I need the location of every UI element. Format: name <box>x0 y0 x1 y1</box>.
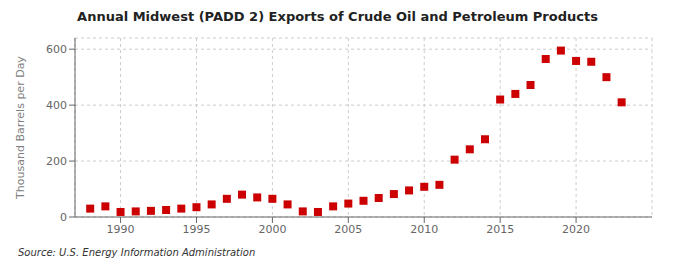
svg-text:0: 0 <box>60 211 67 224</box>
svg-text:600: 600 <box>46 43 67 56</box>
svg-text:2005: 2005 <box>334 223 362 236</box>
svg-text:2020: 2020 <box>562 223 590 236</box>
svg-text:Thousand Barrels per Day: Thousand Barrels per Day <box>14 56 27 200</box>
svg-text:2000: 2000 <box>258 223 286 236</box>
html-text:Source: U.S. Energy Informatio: Source: U.S. Energy Information Administ… <box>18 247 256 258</box>
svg-text:1995: 1995 <box>182 223 210 236</box>
svg-text:1990: 1990 <box>107 223 135 236</box>
svg-text:400: 400 <box>46 99 67 112</box>
svg-text:2015: 2015 <box>486 223 514 236</box>
svg-text:200: 200 <box>46 155 67 168</box>
html-text:Annual Midwest (PADD 2) Export: Annual Midwest (PADD 2) Exports of Crude… <box>77 9 598 24</box>
svg-text:2010: 2010 <box>410 223 438 236</box>
